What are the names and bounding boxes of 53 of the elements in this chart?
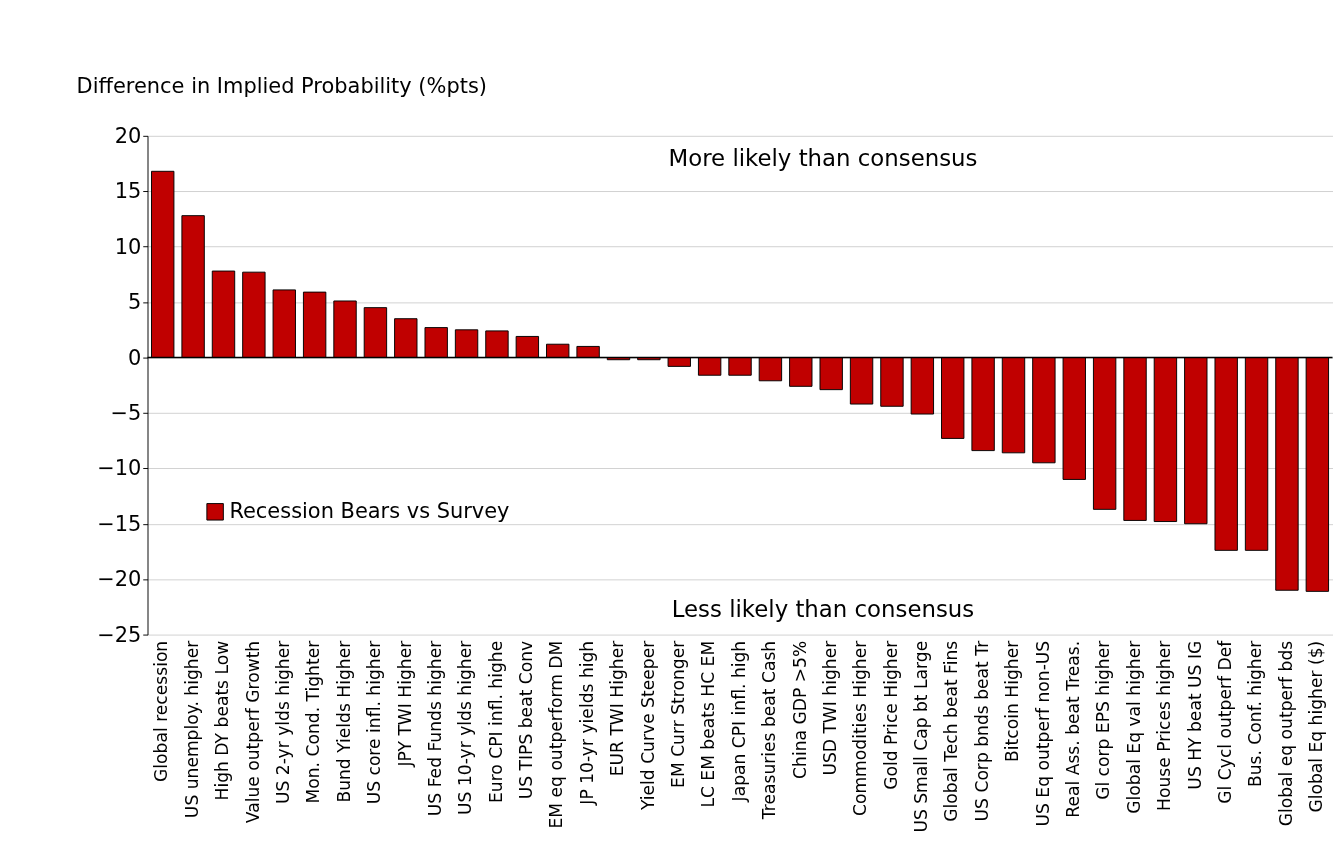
x-tick-label: US unemploy. higher [181, 639, 202, 819]
x-tick-label: Real Ass. beat Treas. [1063, 640, 1084, 818]
x-tick-label: Yield Curve Steeper [637, 639, 658, 812]
x-tick-label: US Small Cap bt Large [911, 640, 932, 833]
y-axis-title: Difference in Implied Probability (%pts) [76, 74, 487, 99]
y-tick-label: −5 [110, 401, 142, 426]
x-tick-label: JPY TWI Higher [394, 639, 415, 768]
y-tick-label: 0 [128, 345, 142, 370]
x-tick-label: JP 10-yr yields high [576, 640, 597, 806]
x-tick-label: US 2-yr ylds higher [273, 639, 294, 805]
x-tick-label: Global recession [151, 640, 172, 782]
y-tick-label: −10 [97, 456, 142, 481]
x-tick-label: US TIPS beat Conv [516, 640, 537, 800]
y-tick-label: 15 [114, 179, 142, 204]
x-tick-label: EUR TWI Higher [607, 639, 628, 777]
annotation: More likely than consensus [668, 145, 978, 172]
x-tick-label: Commodities Higher [850, 639, 871, 816]
x-tick-label: Japan CPI infl. high [728, 640, 749, 803]
x-tick-label: High DY beats Low [212, 640, 233, 801]
annotation: Less likely than consensus [671, 596, 975, 623]
x-tick-label: US core infl. higher [364, 639, 385, 805]
x-tick-label: China GDP >5% [789, 640, 810, 779]
x-tick-label: Gl corp EPS higher [1093, 639, 1114, 800]
x-tick-label: Value outperf Growth [242, 640, 263, 824]
x-tick-label: EM eq outperform DM [546, 640, 567, 829]
y-tick-label: 5 [128, 290, 142, 315]
x-tick-label: Global Eq higher ($) [1306, 640, 1327, 813]
y-tick-label: 20 [114, 123, 142, 148]
x-tick-label: Bus. Conf. higher [1245, 639, 1266, 788]
x-tick-label: Gl Cycl outperf Def [1214, 639, 1235, 804]
x-tick-label: Bitcoin Higher [1002, 639, 1023, 762]
x-tick-label: Euro CPI infl. highe [485, 640, 506, 803]
y-tick-label: −20 [97, 567, 142, 592]
y-tick-label: 10 [114, 234, 142, 259]
x-tick-label: Treasuries beat Cash [759, 640, 780, 821]
x-tick-label: EM Curr Stronger [668, 639, 689, 788]
x-tick-label: LC EM beats HC EM [698, 640, 719, 808]
y-tick-label: −25 [97, 622, 142, 647]
x-tick-label: Global Tech beat Fins [941, 640, 962, 822]
y-tick-label: −15 [97, 511, 142, 536]
x-tick-label: US Eq outperf non-US [1032, 640, 1053, 827]
x-tick-label: Bund Yields Higher [333, 639, 354, 803]
x-tick-label: US 10-yr ylds higher [455, 639, 476, 815]
x-tick-label: Global Eq val higher [1123, 639, 1144, 814]
x-tick-label: US HY beat US IG [1184, 640, 1205, 790]
x-tick-label: House Prices higher [1154, 639, 1175, 811]
x-tick-label: US Corp bnds beat Tr [971, 639, 992, 822]
x-tick-label: Gold Price Higher [880, 639, 901, 790]
legend-label: Recession Bears vs Survey [229, 499, 510, 524]
x-tick-label: Global eq outperf bds [1275, 640, 1296, 827]
x-tick-label: Mon. Cond. Tighter [303, 639, 324, 804]
x-tick-label: USD TWI higher [819, 639, 840, 776]
x-tick-label: US Fed Funds higher [424, 639, 445, 817]
